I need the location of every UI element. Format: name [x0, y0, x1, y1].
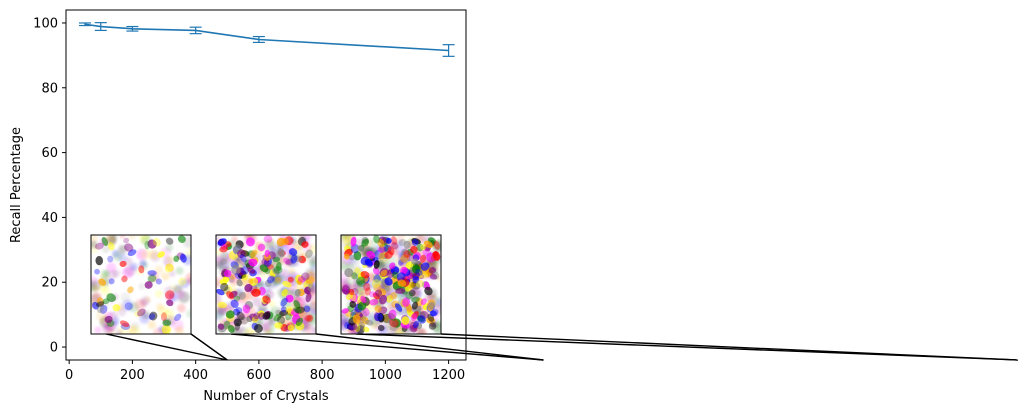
- x-tick-label: 400: [183, 368, 208, 383]
- y-tick-label: 100: [33, 16, 58, 31]
- y-tick-label: 20: [41, 276, 58, 291]
- connector-line: [105, 333, 228, 361]
- y-tick-label: 40: [41, 211, 58, 226]
- error-bar: [126, 25, 139, 32]
- y-tick-label: 0: [50, 341, 58, 356]
- connector-line: [315, 333, 544, 361]
- x-axis-label: Number of Crystals: [203, 389, 329, 404]
- error-bar: [189, 26, 202, 35]
- error-bar: [252, 35, 265, 44]
- series-line: [84, 23, 449, 52]
- y-tick-label: 60: [41, 146, 58, 161]
- error-bar: [442, 44, 455, 57]
- y-axis-label: Recall Percentage: [9, 127, 24, 243]
- inset-sample-50-crystals: [90, 234, 192, 335]
- inset-sample-600-crystals: [215, 234, 317, 335]
- y-axis-ticks: 0 20 40 60 80 100: [33, 16, 66, 356]
- series-layer: [78, 22, 455, 57]
- connector-line: [440, 333, 1018, 361]
- y-tick-label: 80: [41, 81, 58, 96]
- inset-images: [90, 234, 442, 335]
- connector-line: [190, 333, 228, 361]
- x-tick-label: 600: [246, 368, 271, 383]
- connector-line: [230, 333, 544, 361]
- error-bar: [78, 22, 91, 27]
- x-tick-label: 200: [120, 368, 145, 383]
- x-tick-label: 1200: [432, 368, 465, 383]
- error-bar: [94, 22, 107, 32]
- inset-sample-1200-crystals: [340, 234, 442, 335]
- x-tick-label: 0: [65, 368, 73, 383]
- x-tick-label: 800: [310, 368, 335, 383]
- x-tick-label: 1000: [369, 368, 402, 383]
- zoom-connectors: [105, 333, 1018, 361]
- x-axis-ticks: 0 200 400 600 800 1000 1200: [65, 360, 465, 383]
